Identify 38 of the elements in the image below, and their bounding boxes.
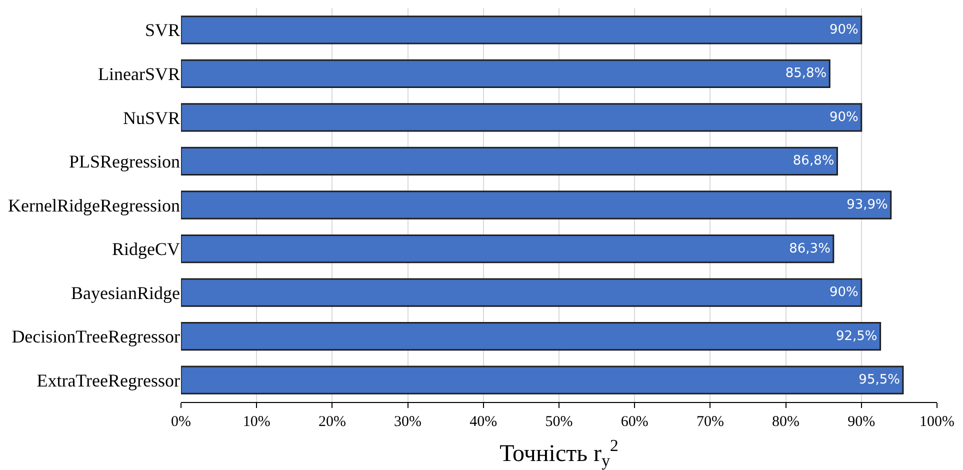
- x-tick-label: 10%: [242, 414, 270, 430]
- data-label: 85,8%: [785, 66, 827, 82]
- bar: [181, 146, 838, 176]
- bar: [181, 190, 892, 220]
- x-tick-label: 80%: [772, 414, 800, 430]
- x-tick-label: 90%: [848, 414, 876, 430]
- data-label: 90%: [829, 22, 858, 38]
- bar: [181, 59, 830, 88]
- bar: [181, 322, 882, 351]
- x-tick-label: 70%: [696, 414, 724, 430]
- bar: [181, 16, 862, 44]
- x-tick-label: 50%: [545, 414, 573, 430]
- data-label: 90%: [829, 285, 858, 300]
- bar: [181, 234, 834, 264]
- bar: [181, 103, 862, 132]
- y-tick-label: DecisionTreeRegressor: [12, 326, 180, 347]
- x-tick-label: 30%: [394, 414, 422, 430]
- y-tick-label: KernelRidgeRegression: [8, 195, 180, 216]
- y-tick-label: PLSRegression: [68, 152, 180, 172]
- data-label: 93,9%: [846, 198, 888, 212]
- bar: [181, 278, 862, 307]
- x-tick-label: 60%: [620, 414, 648, 430]
- y-tick-label: BayesianRidge: [71, 282, 180, 303]
- y-tick-label: SVR: [144, 20, 180, 40]
- x-tick-label: 40%: [470, 414, 498, 430]
- x-tick-label: 0%: [171, 414, 191, 430]
- data-label: 92,5%: [836, 328, 878, 344]
- data-label: 86,3%: [789, 241, 830, 256]
- data-label: 86,8%: [792, 154, 834, 169]
- y-tick-label: ExtraTreeRegressor: [36, 370, 180, 390]
- x-tick-label: 20%: [318, 414, 346, 430]
- bar: [181, 366, 904, 394]
- data-label: 95,5%: [858, 372, 900, 388]
- x-tick-label: 100%: [920, 414, 954, 430]
- y-tick-label: LinearSVR: [98, 64, 180, 84]
- y-tick-label: RidgeCV: [112, 239, 180, 260]
- data-label: 90%: [829, 110, 858, 125]
- y-tick-label: NuSVR: [122, 108, 180, 128]
